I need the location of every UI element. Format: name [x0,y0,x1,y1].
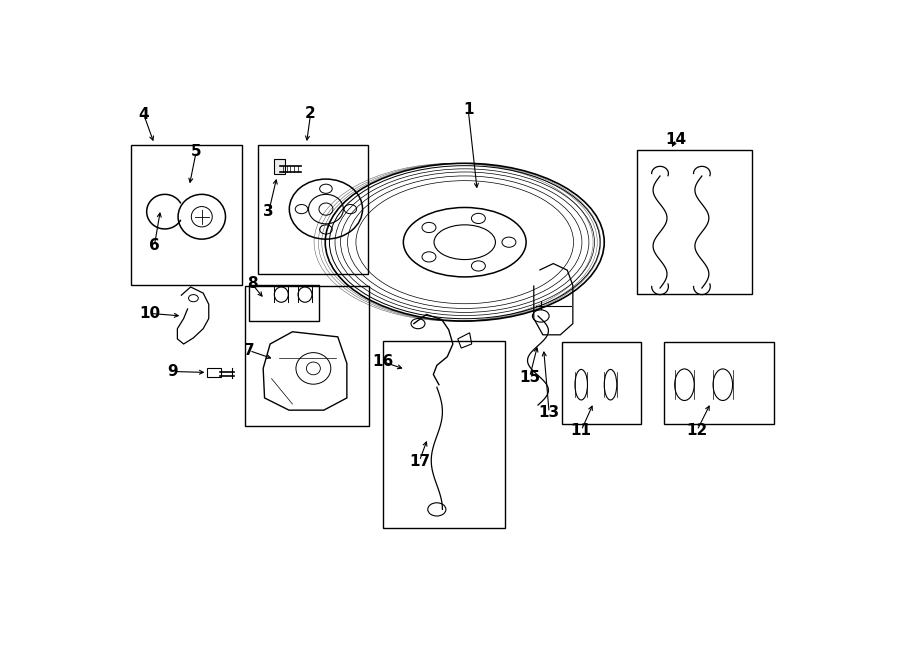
Bar [257,145,368,274]
Text: 7: 7 [244,343,255,358]
Text: 2: 2 [305,106,316,122]
Bar [249,285,319,321]
Bar [131,145,241,286]
Bar [383,341,505,528]
Text: 10: 10 [140,306,161,321]
Text: 5: 5 [191,144,202,159]
Text: 12: 12 [687,423,707,438]
Text: 13: 13 [538,405,560,420]
Bar [207,368,221,377]
Text: 15: 15 [519,369,540,385]
Text: 3: 3 [264,204,274,219]
Text: 14: 14 [665,132,687,147]
Text: 17: 17 [409,453,430,469]
Bar [562,342,641,424]
Text: 16: 16 [373,354,394,369]
Text: 6: 6 [149,238,159,253]
Bar [245,286,369,426]
Bar [637,150,752,294]
Text: 11: 11 [571,423,591,438]
Bar [663,342,774,424]
Text: 4: 4 [139,108,149,122]
Text: 9: 9 [167,364,178,379]
Bar [274,159,285,174]
Text: 1: 1 [463,102,473,118]
Text: 8: 8 [247,276,257,292]
